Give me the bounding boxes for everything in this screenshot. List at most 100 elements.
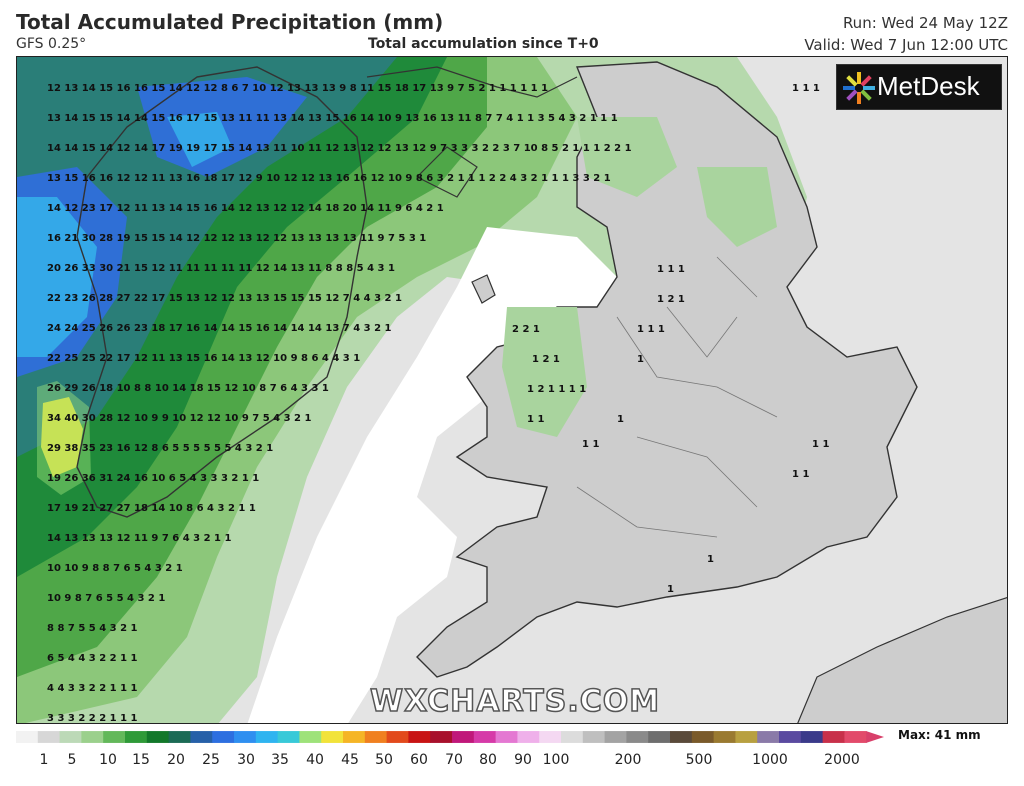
- color-scale-cell: [103, 731, 126, 743]
- precip-field-teal: [17, 57, 397, 457]
- precip-field-yellow: [41, 397, 83, 477]
- precip-values-layer: 12 13 14 15 16 16 15 14 12 12 8 6 7 10 1…: [47, 83, 829, 724]
- max-value-label: Max: 41 mm: [898, 728, 981, 742]
- color-scale-cell: [561, 731, 584, 743]
- precip-value-inland: 2 2 1: [512, 324, 540, 335]
- color-scale-tick-label: 10: [99, 752, 117, 768]
- precip-value-inland: 1 1 1: [657, 264, 685, 275]
- color-scale-tick-label: 1000: [752, 752, 788, 768]
- metdesk-logo-icon: [843, 72, 875, 104]
- color-scale-cell: [234, 731, 257, 743]
- color-scale-cell: [277, 731, 300, 743]
- color-scale-cell: [255, 731, 279, 743]
- color-scale-tick-label: 40: [306, 752, 324, 768]
- precip-value-inland: 1 2 1: [532, 354, 560, 365]
- color-scale-cell: [539, 731, 562, 743]
- color-scale-cell: [582, 731, 606, 743]
- color-scale-cell: [386, 731, 409, 743]
- color-scale-cell: [168, 731, 191, 743]
- run-time: Run: Wed 24 May 12Z: [842, 14, 1008, 32]
- precip-value-inland: 1 1: [582, 439, 599, 450]
- isle-of-man: [471, 274, 496, 304]
- precip-value-inland: 1: [707, 554, 714, 565]
- color-scale-bar: [16, 731, 885, 743]
- color-scale-cell: [190, 731, 213, 743]
- ireland-coast: [76, 66, 368, 518]
- color-scale-tick-label: 5: [67, 752, 77, 768]
- color-scale-cell: [37, 731, 61, 743]
- color-scale-cell: [408, 731, 431, 743]
- color-scale-tick-label: 25: [202, 752, 220, 768]
- color-scale-ticks: 1 5 10 15 20 25 30 35 40 45 50 60 70 80 90 100 200 500 100…: [16, 752, 896, 770]
- color-scale-tick-label: 80: [479, 752, 497, 768]
- scotland-coast: [366, 66, 578, 198]
- color-scale-cell: [146, 731, 170, 743]
- color-scale-cell: [844, 731, 867, 743]
- color-scale-cell: [604, 731, 627, 743]
- precip-values-row: 26 29 26 18 10 8 8 10 14 18 15 12 10 8 7…: [47, 383, 329, 394]
- model-label: GFS 0.25°: [16, 36, 87, 52]
- precip-values-row: 20 26 33 30 21 15 12 11 11 11 11 11 12 1…: [47, 263, 395, 274]
- color-scale-cell: [517, 731, 540, 743]
- precip-values-row: 19 26 36 31 24 16 10 6 5 4 3 3 3 2 1 1: [47, 473, 259, 484]
- color-scale-cell: [364, 731, 388, 743]
- precip-values-row: 13 14 15 15 14 14 15 16 17 15 13 11 11 1…: [47, 113, 618, 124]
- color-scale-tick-label: 200: [614, 752, 642, 768]
- color-scale-cell: [757, 731, 780, 743]
- color-scale-cell: [626, 731, 649, 743]
- precip-value-inland: 1 1 1: [637, 324, 665, 335]
- precip-values-row: 13 15 16 16 12 12 11 13 16 18 17 12 9 10…: [47, 173, 611, 184]
- chart-title: Total Accumulated Precipitation (mm): [16, 10, 444, 34]
- precip-value-inland: 1 1: [792, 469, 809, 480]
- precip-value-inland: 1 1 1: [792, 83, 820, 94]
- color-scale-tick-label: 20: [167, 752, 185, 768]
- precip-values-row: 4 4 3 3 2 2 1 1 1: [47, 683, 138, 694]
- color-scale-cell: [321, 731, 344, 743]
- color-scale-tick-label: 15: [132, 752, 150, 768]
- precip-values-row: 14 14 15 14 12 14 17 19 19 17 15 14 13 1…: [47, 143, 632, 154]
- color-scale-tick-label: 45: [341, 752, 359, 768]
- precip-value-inland: 1: [667, 584, 674, 595]
- color-scale-cell: [822, 731, 845, 743]
- precip-values-row: 24 24 25 26 26 23 18 17 16 14 14 15 16 1…: [47, 323, 392, 334]
- color-scale-tick-label: 1: [39, 752, 49, 768]
- precip-values-row: 29 38 35 23 16 12 8 6 5 5 5 5 5 5 4 3 2 …: [47, 443, 273, 454]
- precip-values-row: 3 3 3 2 2 2 1 1 1: [47, 713, 138, 724]
- precip-field-cyan: [17, 112, 232, 357]
- color-scale-cell: [735, 731, 758, 743]
- precip-values-row: 17 19 21 27 27 18 14 10 8 6 4 3 2 1 1: [47, 503, 256, 514]
- color-scale-tick-label: 60: [410, 752, 428, 768]
- metdesk-logo: MetDesk: [836, 64, 1002, 110]
- color-scale-cell: [16, 731, 39, 743]
- valid-time: Valid: Wed 7 Jun 12:00 UTC: [804, 36, 1008, 54]
- color-scale-arrow: [866, 731, 885, 743]
- precip-values-row: 8 8 7 5 5 4 3 2 1: [47, 623, 138, 634]
- color-scale-cell: [691, 731, 715, 743]
- color-scale-cell: [430, 731, 453, 743]
- internal-borders: [576, 256, 778, 538]
- color-scale-cell: [800, 731, 824, 743]
- precip-value-inland: 1 2 1: [657, 294, 685, 305]
- precip-values-row: 22 23 26 28 27 22 17 15 13 12 12 13 13 1…: [47, 293, 402, 304]
- color-scale-tick-label: 30: [237, 752, 255, 768]
- color-scale-cell: [125, 731, 148, 743]
- wxcharts-watermark: WXCHARTS.COM: [369, 683, 661, 720]
- color-scale-cell: [59, 731, 82, 743]
- color-scale-cell: [212, 731, 235, 743]
- metdesk-logo-text: MetDesk: [877, 71, 980, 101]
- color-scale-cell: [343, 731, 366, 743]
- chart-subtitle: Total accumulation since T+0: [368, 36, 599, 52]
- color-scale-cell: [713, 731, 736, 743]
- precip-values-row: 14 12 23 17 12 11 13 14 15 16 14 12 13 1…: [47, 203, 444, 214]
- color-scale-tick-label: 50: [375, 752, 393, 768]
- precip-field-blue: [17, 77, 307, 377]
- precip-values-row: 22 25 25 22 17 12 11 13 15 16 14 13 12 1…: [47, 353, 360, 364]
- precip-values-row: 14 13 13 13 12 11 9 7 6 4 3 2 1 1: [47, 533, 231, 544]
- precip-value-inland: 1 1: [812, 439, 829, 450]
- color-scale-tick-label: 70: [445, 752, 463, 768]
- color-scale-cell: [779, 731, 802, 743]
- color-scale-cell: [81, 731, 104, 743]
- color-scale-tick-label: 2000: [824, 752, 860, 768]
- color-scale-cell: [648, 731, 671, 743]
- color-scale-cell: [452, 731, 475, 743]
